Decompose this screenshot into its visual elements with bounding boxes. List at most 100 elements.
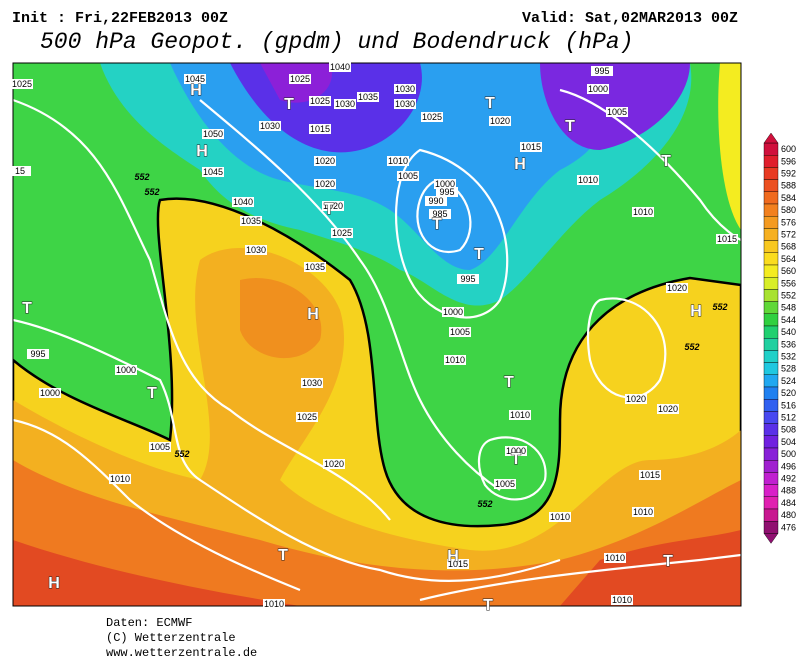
colorbar-tip [763,533,779,544]
height-label: 552 [712,302,727,312]
isobar-label: 1025 [12,79,32,89]
isobar-label: 1035 [358,92,378,102]
colorbar-label: 600 [781,144,796,154]
isobar-label-bg [657,404,679,414]
pressure-center: T [483,597,493,614]
colorbar-label: 492 [781,474,796,484]
isobar-label-bg [109,474,131,484]
isobar-label-bg [304,262,326,272]
pressure-center: H [514,156,526,173]
isobar-label: 1030 [260,121,280,131]
colorbar-cell [763,167,779,180]
isobar-label: 1025 [310,96,330,106]
isobar-label-bg [425,196,447,206]
colorbar-label: 536 [781,339,796,349]
isobar-label-bg [442,307,464,317]
colorbar-label: 500 [781,449,796,459]
isobar-label: 1025 [332,228,352,238]
isobar-label-bg [202,167,224,177]
isobar-label: 1030 [395,84,415,94]
isobar-label: 1020 [626,394,646,404]
colorbar-label: 532 [781,352,796,362]
isobar-label: 1010 [388,156,408,166]
colorbar-label: 584 [781,193,796,203]
isobar-label-bg [591,66,613,76]
pressure-center: T [504,374,514,391]
isobar-label: 1035 [241,216,261,226]
isobar-label-bg [357,92,379,102]
colorbar-cell [763,350,779,363]
isobar-label: 1030 [335,99,355,109]
isobar-label: 1000 [506,446,526,456]
isobar-label-bg [549,512,571,522]
colorbar-cell [763,325,779,339]
colorbar-cell [763,362,779,376]
colorbar-label: 516 [781,400,796,410]
isobar-label: 1015 [448,559,468,569]
pressure-center: T [565,118,575,135]
pressure-center: T [147,385,157,402]
colorbar-label: 580 [781,205,796,215]
isobar-label: 1000 [40,388,60,398]
isobar-label-bg [505,446,527,456]
pressure-center: T [324,201,334,218]
isobar-label: 1045 [203,167,223,177]
isobar-label-bg [444,355,466,365]
isobar-label-bg [329,62,351,72]
colorbar-cell [763,252,779,266]
colorbar-label: 568 [781,242,796,252]
isobar-label-bg [587,84,609,94]
isobar-label-bg [232,197,254,207]
pressure-center: H [447,548,459,565]
colorbar-cell [763,313,779,327]
colorbar-cell [763,411,779,424]
isobar-label: 1025 [422,112,442,122]
colorbar-label: 544 [781,315,796,325]
isobar-label-bg [314,156,336,166]
isobar-label: 1010 [633,207,653,217]
isobar-label: 1010 [550,512,570,522]
colorbar-label: 508 [781,425,796,435]
isobar-label: 1010 [612,595,632,605]
pressure-center: T [485,95,495,112]
colorbar-cell [763,289,779,302]
isobar-label-bg [429,209,451,219]
map-field [13,63,741,606]
colorbar-label: 548 [781,303,796,313]
isobar-label-bg [625,394,647,404]
colorbar-label: 520 [781,388,796,398]
isobar-label: 1010 [633,507,653,517]
isobar-label-bg [394,84,416,94]
pressure-center: T [278,547,288,564]
isobar-label-bg [296,412,318,422]
isobar-label-bg [509,410,531,420]
isobar-label: 995 [30,349,45,359]
pressure-center: T [474,246,484,263]
colorbar-cell [763,154,779,168]
isobar-label: 1025 [290,74,310,84]
colorbar-cell [763,399,779,412]
isobar-label: 1045 [185,74,205,84]
colorbar-label: 596 [781,156,796,166]
isobar-label-bg [520,142,542,152]
isobar-label-bg [334,99,356,109]
isobar-label: 1010 [578,175,598,185]
isobar-label-bg [639,470,661,480]
valid-time: Valid: Sat,02MAR2013 00Z [522,10,738,27]
isobar-label: 1015 [640,470,660,480]
colorbar-cell [763,301,779,315]
isobar-label: 1035 [305,262,325,272]
isobar-label: 1005 [607,107,627,117]
height-label: 552 [134,172,149,182]
isobar-label: 15 [15,166,25,176]
isobar-label: 1005 [398,171,418,181]
isobar-label-bg [436,187,458,197]
isobar-label: 990 [428,196,443,206]
isobar-label: 995 [460,274,475,284]
pressure-center: T [661,153,671,170]
colorbar-label: 488 [781,486,796,496]
colorbar-cell [763,435,779,449]
colorbar-label: 504 [781,437,796,447]
isobar-label-bg [394,99,416,109]
